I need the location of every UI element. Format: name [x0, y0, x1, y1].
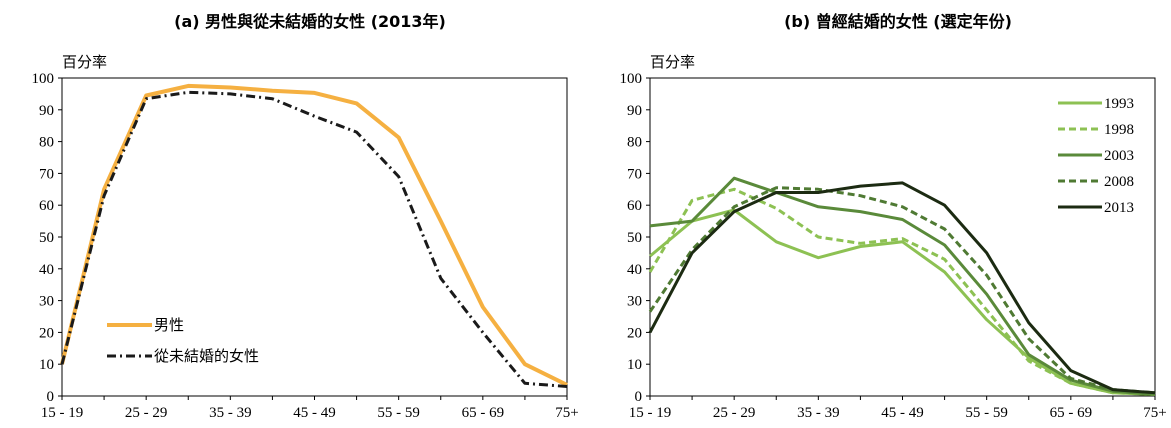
panel-b-series-lines: [648, 176, 1156, 396]
series-line-男性: [60, 83, 568, 387]
series-line-2008: [648, 186, 1156, 395]
panel-b-y-ticks: 0 10 20 30 40 50 60 70 80 90 100: [620, 71, 650, 405]
legend-label: 2013: [1104, 200, 1134, 216]
y-tick-label: 90: [627, 103, 642, 119]
panel-b-plot-frame: [649, 77, 1156, 397]
legend-label: 男性: [154, 316, 184, 334]
x-tick-label: 75+: [1143, 405, 1166, 421]
x-tick-label: 55 - 59: [965, 405, 1008, 421]
x-tick-label: 65 - 69: [1050, 405, 1093, 421]
y-tick-label: 30: [627, 294, 642, 310]
x-tick-label: 35 - 39: [797, 405, 840, 421]
y-tick-label: 30: [39, 294, 54, 310]
legend-label: 1998: [1104, 122, 1134, 138]
y-tick-label: 90: [39, 103, 54, 119]
x-tick-label: 45 - 49: [293, 405, 336, 421]
series-line-從未結婚的女性: [60, 90, 568, 388]
x-tick-label: 55 - 59: [377, 405, 420, 421]
panel-b-chart: (b) 曾經結婚的女性 (選定年份) 百分率 0 10 20 30 40 50 60 70 80…: [620, 12, 1167, 421]
y-tick-label: 50: [39, 230, 54, 246]
y-tick-label: 0: [635, 389, 643, 405]
series-line-2003: [649, 176, 1156, 396]
panel-a-title: (a) 男性與從未結婚的女性 (2013年): [174, 12, 446, 31]
panel-a-x-ticks: 15 - 19 25 - 29 35 - 39 45 - 49 55 - 59 65 - …: [41, 396, 579, 421]
y-tick-label: 70: [627, 166, 642, 182]
y-tick-label: 70: [39, 166, 54, 182]
x-tick-label: 25 - 29: [125, 405, 168, 421]
panel-b-x-ticks: 15 - 19 25 - 29 35 - 39 45 - 49 55 - 59 65 - …: [629, 396, 1167, 421]
panel-b-y-unit-label: 百分率: [650, 53, 695, 71]
series-line-1998: [648, 187, 1156, 396]
panel-b-legend: 1993 1998 2003 2008 2013: [1058, 96, 1134, 216]
y-tick-label: 60: [627, 198, 642, 214]
legend-label: 1993: [1104, 96, 1134, 112]
series-line-2013: [648, 181, 1156, 395]
panel-a-plot-frame: [61, 77, 568, 397]
x-tick-label: 75+: [555, 405, 578, 421]
y-tick-label: 10: [39, 357, 54, 373]
x-tick-label: 45 - 49: [881, 405, 924, 421]
panel-b-title: (b) 曾經結婚的女性 (選定年份): [784, 12, 1012, 31]
y-tick-label: 40: [39, 262, 54, 278]
x-tick-label: 65 - 69: [462, 405, 505, 421]
y-tick-label: 80: [627, 135, 642, 151]
y-tick-label: 100: [620, 71, 643, 87]
legend-label: 從未結婚的女性: [154, 347, 259, 365]
x-tick-label: 25 - 29: [713, 405, 756, 421]
panel-a-chart: (a) 男性與從未結婚的女性 (2013年) 百分率 0 10 20 30 40 50 60…: [32, 12, 579, 421]
legend-label: 2003: [1104, 148, 1134, 164]
y-tick-label: 0: [47, 389, 55, 405]
panel-a-y-ticks: 0 10 20 30 40 50 60 70 80 90 100: [32, 71, 62, 405]
y-tick-label: 100: [32, 71, 55, 87]
legend-label: 2008: [1104, 174, 1134, 190]
x-tick-label: 15 - 19: [629, 405, 672, 421]
y-tick-label: 20: [39, 325, 54, 341]
x-tick-label: 35 - 39: [209, 405, 252, 421]
y-tick-label: 20: [627, 325, 642, 341]
x-tick-label: 15 - 19: [41, 405, 84, 421]
y-tick-label: 50: [627, 230, 642, 246]
y-tick-label: 10: [627, 357, 642, 373]
panel-a-y-unit-label: 百分率: [62, 53, 107, 71]
y-tick-label: 60: [39, 198, 54, 214]
y-tick-label: 40: [627, 262, 642, 278]
panel-a-series-lines: [60, 83, 568, 388]
y-tick-label: 80: [39, 135, 54, 151]
